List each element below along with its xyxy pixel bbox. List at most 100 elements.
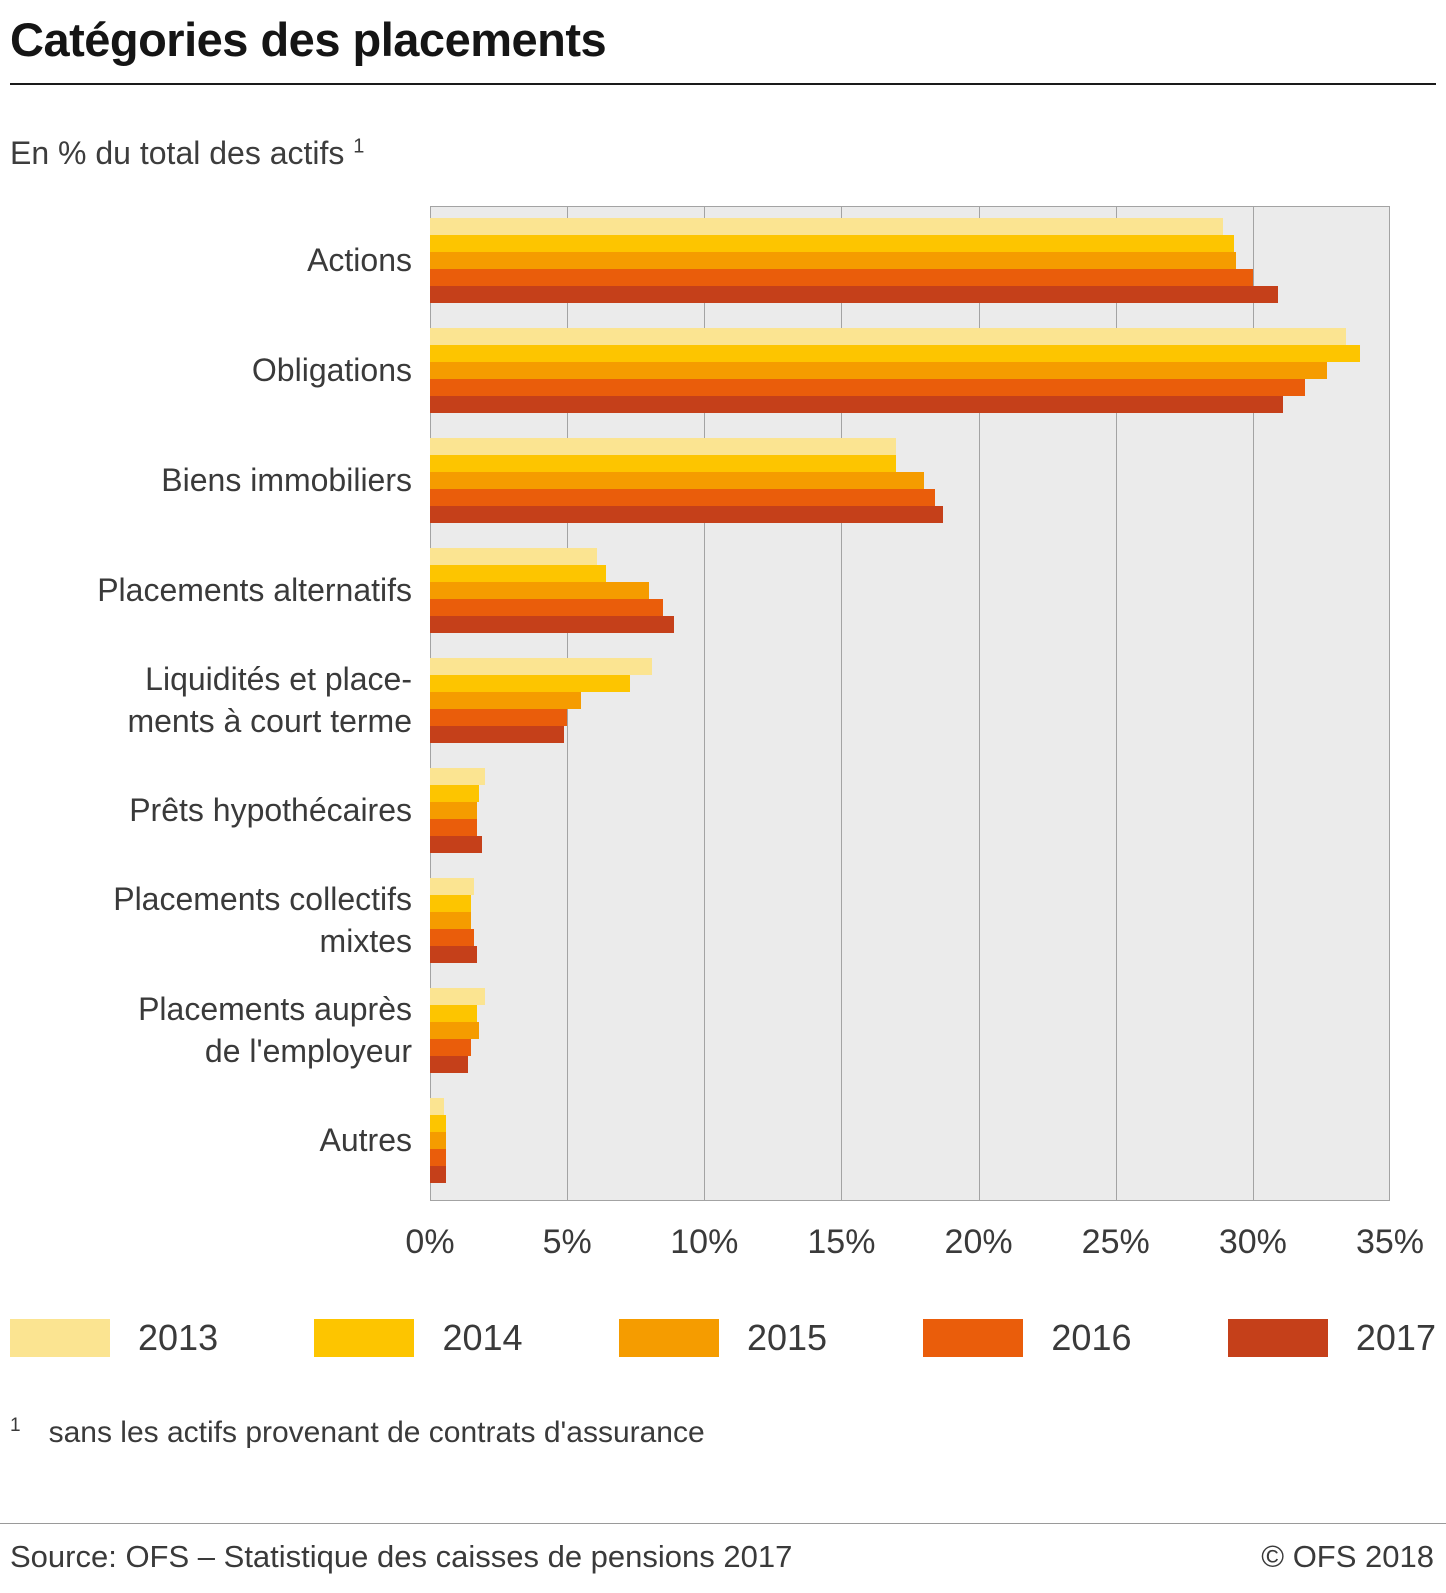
legend-swatch [314, 1319, 415, 1357]
bar-2017 [430, 726, 565, 743]
chart-subtitle: En % du total des actifs 1 [10, 135, 1436, 172]
bar-group: Placements auprès de l'employeur [10, 988, 1436, 1073]
bar-2013 [430, 218, 1223, 235]
bar-2013 [430, 878, 474, 895]
bar-2016 [430, 269, 1253, 286]
bar-2015 [430, 362, 1327, 379]
x-tick-label: 5% [542, 1223, 592, 1261]
bar-2017 [430, 286, 1278, 303]
bar-2016 [430, 1039, 472, 1056]
legend-swatch [923, 1319, 1024, 1357]
x-tick-label: 35% [1355, 1223, 1425, 1261]
x-tick-label: 25% [1081, 1223, 1150, 1261]
bar-2014 [430, 235, 1234, 252]
bar-chart: Actions Obligations Biens immobiliers Place… [10, 206, 1436, 1265]
bar-stack [430, 768, 1390, 853]
x-tick-label: 15% [807, 1223, 876, 1261]
bar-stack [430, 878, 1390, 963]
bar-2013 [430, 328, 1347, 345]
gridline [978, 207, 980, 1200]
bar-2016 [430, 379, 1305, 396]
bar-group: Obligations [10, 328, 1436, 413]
footnote-marker: 1 [10, 1415, 21, 1436]
bar-2013 [430, 1098, 444, 1115]
bar-2016 [430, 819, 477, 836]
bar-2015 [430, 802, 477, 819]
bar-2013 [430, 438, 897, 455]
bar-2017 [430, 946, 477, 963]
bar-stack [430, 328, 1390, 413]
title-divider [10, 83, 1436, 85]
bar-2016 [430, 709, 568, 726]
bar-2013 [430, 548, 598, 565]
gridline [841, 207, 843, 1200]
category-label: Obligations [251, 351, 412, 388]
category-label: Liquidités et place- ments à court terme [127, 660, 412, 739]
chart-body: Actions Obligations Biens immobiliers Place… [10, 206, 1436, 1201]
bar-stack [430, 218, 1390, 303]
bar-2016 [430, 489, 935, 506]
bar-2015 [430, 252, 1237, 269]
gridline [1389, 207, 1390, 1200]
x-tick-label: 10% [670, 1223, 739, 1261]
category-label: Prêts hypothécaires [129, 791, 412, 828]
x-axis: 0% 5% 10% 15% 20% 25% 30% 35% [405, 1223, 1424, 1265]
bar-2017 [430, 396, 1284, 413]
footnote-text: sans les actifs provenant de contrats d'… [48, 1416, 705, 1449]
bar-stack [430, 658, 1390, 743]
bar-group: Actions [10, 218, 1436, 303]
legend-item-2017: 2017 [1227, 1317, 1436, 1359]
category-label: Placements alternatifs [97, 571, 412, 608]
bar-2015 [430, 582, 650, 599]
legend-item-2014: 2014 [314, 1317, 523, 1359]
bar-2017 [430, 616, 675, 633]
bar-2014 [430, 1005, 477, 1022]
x-tick-label: 30% [1218, 1223, 1287, 1261]
gridline [704, 207, 706, 1200]
bar-stack [430, 438, 1390, 523]
bar-group: Biens immobiliers [10, 438, 1436, 523]
bar-2017 [430, 836, 483, 853]
bar-stack [430, 1098, 1390, 1183]
bar-2013 [430, 768, 485, 785]
bar-2015 [430, 912, 472, 929]
legend-label: 2016 [1051, 1317, 1132, 1358]
x-tick-label: 20% [944, 1223, 1013, 1261]
bar-2013 [430, 988, 485, 1005]
bar-2014 [430, 345, 1360, 362]
legend-label: 2017 [1355, 1317, 1436, 1358]
page-title: Catégories des placements [10, 13, 607, 66]
bar-2014 [430, 895, 472, 912]
bar-2014 [430, 565, 606, 582]
footer: Source: OFS – Statistique des caisses de… [0, 1523, 1446, 1593]
bar-2016 [430, 929, 474, 946]
category-label: Placements auprès de l'employeur [138, 990, 412, 1069]
footnote: 1 sans les actifs provenant de contrats d… [10, 1415, 1436, 1450]
x-tick-label: 0% [405, 1223, 455, 1261]
bar-2015 [430, 692, 581, 709]
legend-swatch [618, 1319, 719, 1357]
category-label: Actions [307, 241, 412, 278]
legend-item-2013: 2013 [10, 1317, 218, 1359]
bar-stack [430, 548, 1390, 633]
subtitle-footnote-marker: 1 [353, 135, 365, 158]
bar-2014 [430, 675, 631, 692]
gridline [1115, 207, 1117, 1200]
source-text: Source: OFS – Statistique des caisses de… [10, 1539, 793, 1574]
legend-swatch [1227, 1319, 1328, 1357]
bar-2013 [430, 658, 653, 675]
bar-group: Liquidités et place- ments à court terme [10, 658, 1436, 743]
category-label: Autres [319, 1121, 412, 1158]
legend-label: 2013 [138, 1317, 219, 1358]
legend-item-2015: 2015 [618, 1317, 827, 1359]
bar-2017 [430, 1056, 469, 1073]
bar-group: Autres [10, 1098, 1436, 1183]
category-label: Biens immobiliers [161, 461, 412, 498]
gridline [1252, 207, 1254, 1200]
chart-rows: Actions Obligations Biens immobiliers Place… [10, 206, 1436, 1201]
legend-label: 2014 [442, 1317, 523, 1358]
bar-2014 [430, 455, 897, 472]
legend-swatch [10, 1319, 110, 1357]
chart-subtitle-text: En % du total des actifs [10, 135, 345, 171]
chart-legend: 2013 2014 2015 2016 2017 [10, 1317, 1436, 1359]
